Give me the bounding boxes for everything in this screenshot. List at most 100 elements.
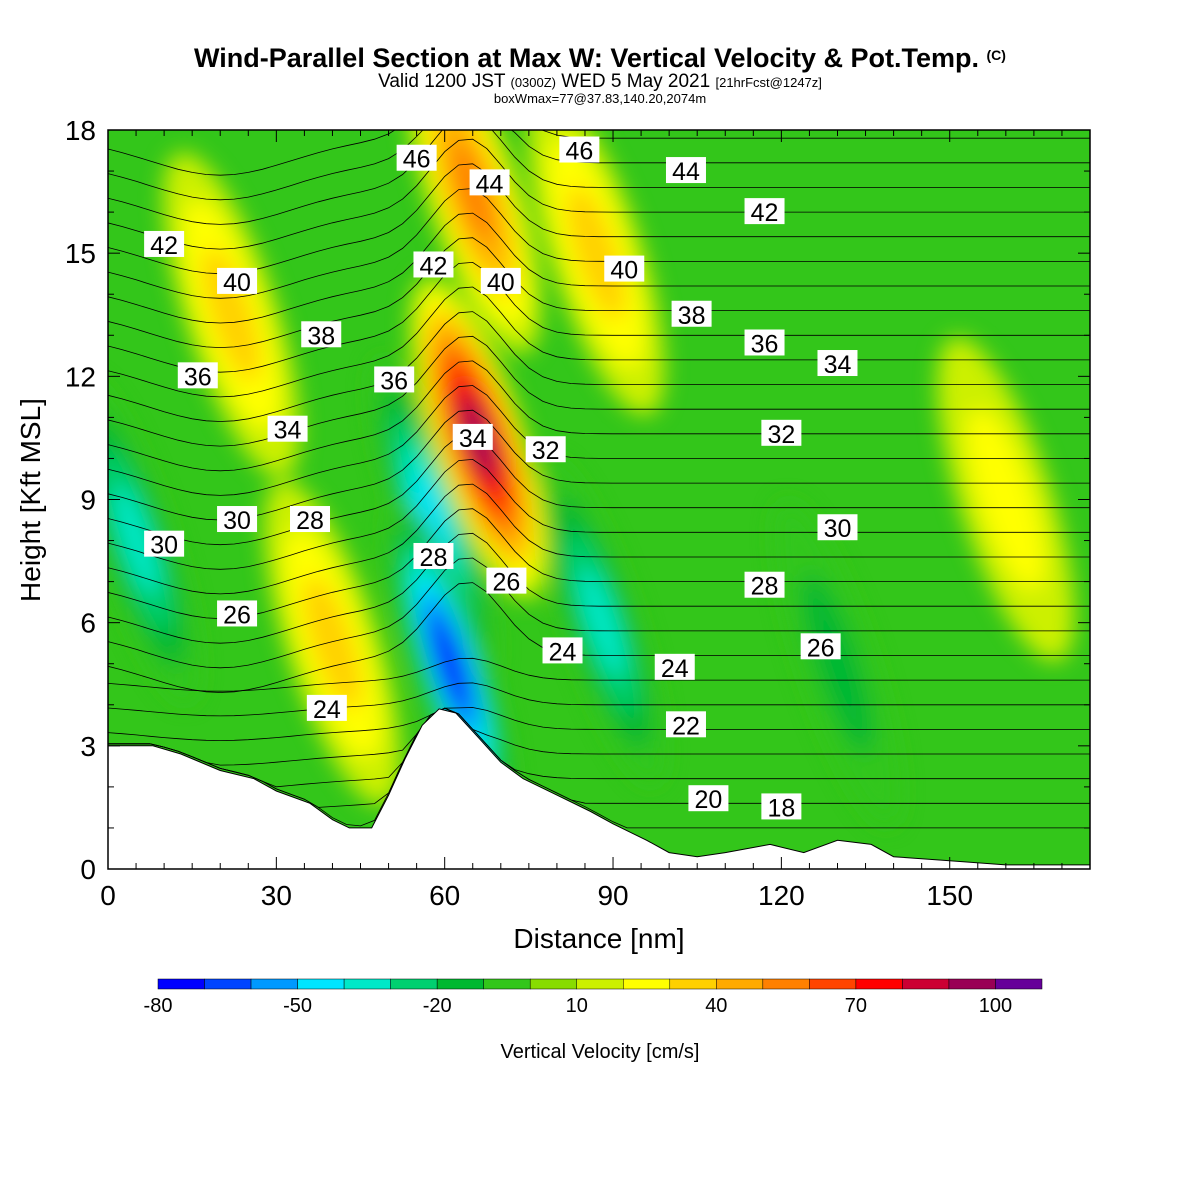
contour-label: 30	[817, 514, 858, 543]
y-tick-label: 0	[80, 854, 96, 885]
theta-contour-line	[108, 409, 1090, 521]
velocity-updraft	[967, 408, 1045, 591]
contour-label-text: 30	[223, 507, 251, 535]
y-axis-label: Height [Kft MSL]	[15, 398, 46, 602]
theta-contour-labels: 46 46 44 44 42 42 42 40 40 40 38 38 36 36 36 34 34 34 32 32…	[144, 136, 858, 822]
contour-label-text: 28	[420, 544, 448, 572]
contour-label-text: 20	[695, 786, 723, 814]
contour-label: 32	[761, 419, 802, 449]
contour-label-text: 18	[767, 794, 795, 822]
contour-label-text: 24	[549, 638, 577, 666]
contour-label: 26	[217, 600, 258, 629]
velocity-downdraft	[435, 626, 466, 701]
velocity-downdraft	[801, 573, 873, 755]
contour-label-text: 42	[420, 252, 448, 280]
contour-label: 32	[525, 436, 566, 465]
y-tick-label: 9	[80, 485, 96, 516]
colorbar-swatch	[623, 978, 671, 990]
contour-label: 20	[688, 785, 729, 814]
theta-contour-line	[108, 385, 1090, 496]
contour-label: 44	[469, 169, 510, 198]
contour-label: 28	[290, 506, 331, 535]
theta-contour-line	[108, 532, 1090, 644]
contour-label: 24	[654, 653, 695, 683]
copyright-mark: (C)	[986, 47, 1006, 63]
colorbar-swatch	[343, 978, 391, 990]
contour-label-text: 30	[824, 515, 852, 543]
velocity-updraft	[567, 186, 625, 321]
contour-label-text: 40	[487, 269, 515, 297]
y-tick-label: 12	[65, 361, 96, 392]
contour-label: 26	[486, 567, 527, 597]
contour-label: 40	[217, 267, 258, 297]
theta-contour-line	[108, 212, 1090, 324]
theta-contour-line	[108, 130, 1090, 201]
theta-contour-line	[108, 707, 1090, 788]
colorbar-swatch	[436, 978, 484, 990]
contour-label: 28	[744, 571, 785, 601]
contour-label: 36	[744, 329, 785, 358]
contour-label-text: 26	[223, 601, 251, 629]
theta-contour-line	[108, 707, 1090, 741]
colorbar-swatch	[483, 978, 531, 990]
velocity-downdraft	[114, 485, 158, 596]
theta-contour-line	[108, 483, 1090, 595]
theta-contour-line	[108, 237, 1090, 349]
colorbar-swatch	[390, 978, 438, 990]
contour-label: 34	[452, 423, 493, 453]
contour-label-text: 26	[807, 634, 835, 662]
colorbar-swatch	[762, 978, 810, 990]
contour-label: 46	[396, 144, 437, 174]
y-tick-label: 3	[80, 731, 96, 762]
theta-contours	[108, 130, 1090, 829]
colorbar-swatch	[855, 978, 903, 990]
theta-contour-line	[108, 286, 1090, 398]
x-tick-label: 150	[926, 880, 973, 911]
contour-label: 40	[604, 255, 645, 285]
theta-contour-line	[108, 657, 1090, 692]
theta-contour-line	[108, 360, 1090, 472]
contour-label: 34	[817, 350, 858, 379]
theta-contour-line	[108, 261, 1090, 373]
colorbar-tick-label: 70	[845, 995, 867, 1017]
contour-label: 38	[301, 321, 342, 350]
chart-title: Wind-Parallel Section at Max W: Vertical…	[194, 43, 1006, 73]
colorbar-swatch	[297, 978, 345, 990]
contour-label-text: 44	[476, 170, 504, 198]
contour-label: 22	[665, 711, 706, 740]
x-tick-label: 0	[100, 880, 116, 911]
colorbar-tick-label: -50	[283, 995, 312, 1017]
velocity-downdraft	[579, 567, 624, 678]
colorbar-swatch	[204, 978, 252, 990]
theta-contour-line	[108, 458, 1090, 570]
contour-label-text: 32	[767, 421, 795, 449]
x-tick-label: 90	[597, 880, 628, 911]
contour-label-text: 38	[678, 302, 706, 330]
contour-label-text: 28	[296, 507, 324, 535]
contour-label: 28	[413, 542, 454, 572]
theta-contour-line	[108, 707, 1090, 766]
theta-contour-line	[108, 508, 1090, 620]
contour-label-text: 30	[150, 532, 178, 560]
contour-label-text: 34	[274, 417, 302, 445]
contour-label-text: 46	[565, 138, 593, 166]
theta-contour-line	[108, 707, 1090, 808]
y-tick-label: 18	[65, 115, 96, 146]
contour-label-text: 36	[380, 367, 408, 395]
colorbar-tick-label: -20	[423, 995, 452, 1017]
contour-label-text: 28	[751, 573, 779, 601]
contour-label-text: 34	[824, 351, 852, 379]
contour-label-text: 42	[150, 232, 178, 260]
colorbar-swatch	[157, 978, 205, 990]
contour-label-text: 32	[532, 437, 560, 465]
colorbar-tick-label: 100	[979, 995, 1012, 1017]
contour-label-text: 22	[672, 712, 700, 740]
contour-label: 42	[413, 251, 454, 280]
contour-label: 36	[374, 366, 415, 395]
contour-label: 30	[217, 506, 258, 535]
contour-label-text: 38	[307, 322, 335, 350]
theta-contour-line	[108, 188, 1090, 299]
colorbar-tick-label: 10	[566, 995, 588, 1017]
